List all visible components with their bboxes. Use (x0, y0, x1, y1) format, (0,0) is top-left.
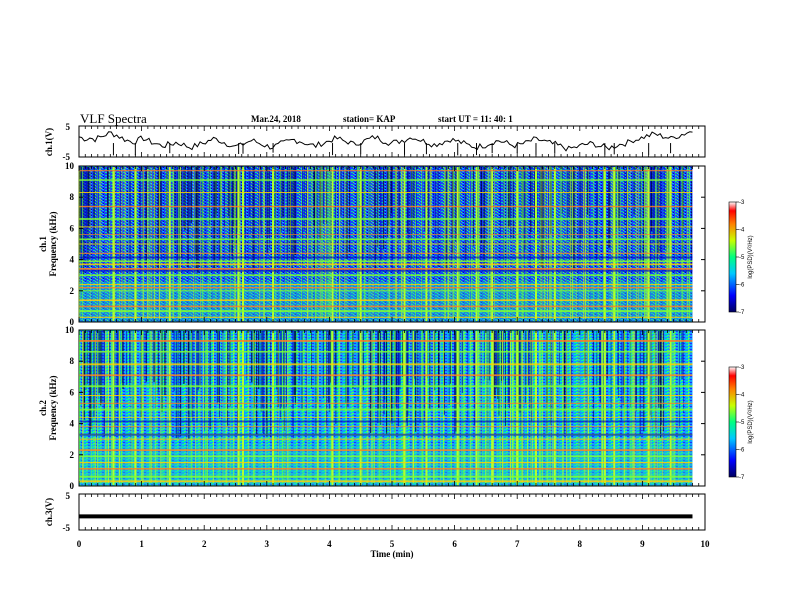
ytick-label-4: 4 (70, 255, 75, 265)
ch1-spectrogram-panel: 0 2 4 6 8 10 ch.1 Frequency (kHz) (38, 161, 706, 327)
ch3-ytick-bottom: -5 (63, 523, 71, 533)
ytick-label-0: 0 (70, 481, 75, 491)
ytick-label-2: 2 (70, 450, 75, 460)
xtick-label-5: 5 (390, 539, 395, 549)
ch3-ylabel: ch.3(V) (44, 498, 54, 526)
xtick-label-6: 6 (452, 539, 457, 549)
spectrogram-background (79, 330, 693, 486)
ch1-colorbar-label: log(PSD)(V²/Hz) (748, 235, 754, 278)
xtick-label-1: 1 (139, 539, 144, 549)
header-date: Mar.24, 2018 (251, 114, 301, 124)
ch1-colorbar: -3 -4 -5 -6 -7 log(PSD)(V²/Hz) (728, 200, 754, 316)
x-axis-label: Time (min) (370, 549, 413, 559)
cb-tick-label--7: -7 (739, 475, 745, 481)
xtick-label-0: 0 (77, 539, 82, 549)
ch1-ytick-bottom: -5 (63, 152, 71, 162)
ytick-label-10: 10 (65, 161, 75, 171)
gap-band-2 (79, 420, 693, 423)
cb-tick-label--7: -7 (739, 310, 745, 316)
ch1-waveform-panel: 5 -5 ch.1(V) (44, 122, 706, 162)
xtick-label-3: 3 (265, 539, 270, 549)
ytick-label-6: 6 (70, 223, 75, 233)
gap-band-2 (79, 256, 693, 259)
ytick-label-6: 6 (70, 387, 75, 397)
ch2-spectrogram-panel: 0 2 4 6 8 10 ch.2 Frequency (kHz) (38, 325, 706, 491)
ch1-ylabel: ch.1(V) (44, 128, 54, 156)
ytick-label-8: 8 (70, 192, 75, 202)
xtick-label-7: 7 (515, 539, 520, 549)
cb-tick-label--3: -3 (739, 365, 745, 371)
xtick-label-10: 10 (701, 539, 711, 549)
ch2-colorbar-label: log(PSD)(V²/Hz) (748, 400, 754, 443)
cb-tick-label--4: -4 (739, 393, 745, 399)
xtick-label-9: 9 (640, 539, 645, 549)
cb-tick-label--3: -3 (739, 200, 745, 206)
ytick-label-10: 10 (65, 325, 75, 335)
gap-band-1 (79, 269, 693, 272)
ch3-ytick-top: 5 (66, 491, 71, 501)
ch2-spec-ylabel-prefix: ch.2 (38, 400, 48, 416)
xtick-label-4: 4 (327, 539, 332, 549)
figure-title: VLF Spectra (80, 111, 147, 126)
gap-band-1 (79, 433, 693, 436)
header-station: station= KAP (343, 114, 396, 124)
cb-tick-label--5: -5 (739, 255, 745, 261)
ch2-spec-ylabel: Frequency (kHz) (48, 375, 58, 440)
ch1-ytick-top: 5 (66, 122, 71, 132)
lowfreq-region (79, 445, 693, 486)
xtick-label-2: 2 (202, 539, 207, 549)
ytick-label-4: 4 (70, 419, 75, 429)
cb-tick-label--6: -6 (739, 283, 745, 289)
ch1-waveform-line (78, 131, 693, 152)
ch3-waveform-panel: 5 -5 ch.3(V) (44, 491, 706, 533)
xtick-label-8: 8 (578, 539, 583, 549)
ytick-label-8: 8 (70, 356, 75, 366)
ytick-label-0: 0 (70, 317, 75, 327)
ch1-spec-ylabel-prefix: ch.1 (38, 236, 48, 252)
cb-tick-label--4: -4 (739, 228, 745, 234)
ch1-spec-ylabel: Frequency (kHz) (48, 211, 58, 276)
ch2-colorbar: -3 -4 -5 -6 -7 log(PSD)(V²/Hz) (728, 365, 754, 481)
ytick-label-2: 2 (70, 286, 75, 296)
cb-tick-label--5: -5 (739, 420, 745, 426)
cb-tick-label--6: -6 (739, 448, 745, 454)
header-start-time: start UT = 11: 40: 1 (438, 114, 513, 124)
time-axis: 0 1 2 3 4 5 6 7 8 9 10 (77, 126, 710, 549)
